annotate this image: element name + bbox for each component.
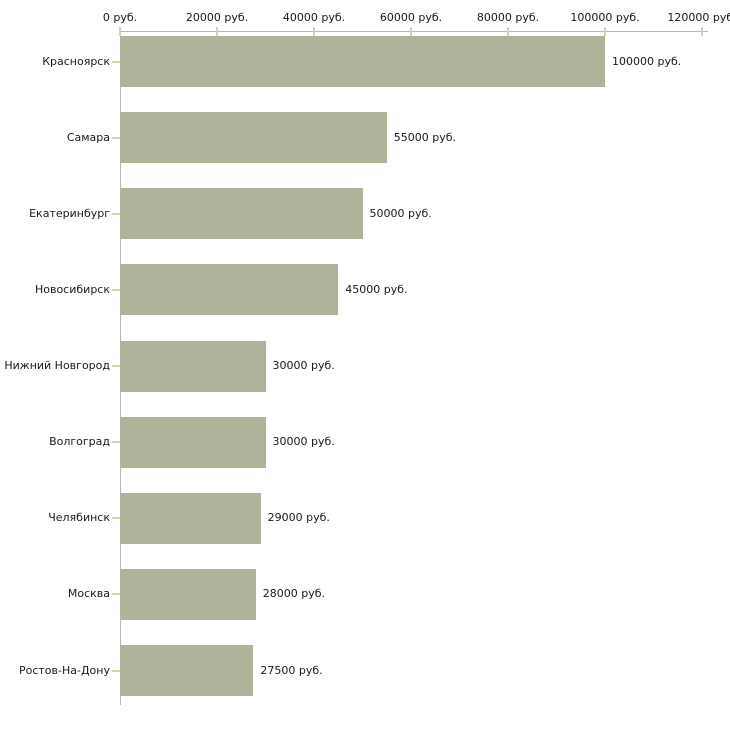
x-axis-tick-label: 100000 руб. [570,11,640,24]
x-tick-mark [119,27,121,36]
value-label: 100000 руб. [612,54,682,68]
bar [120,492,261,544]
x-axis-tick-label: 40000 руб. [282,11,346,24]
y-tick-mark [112,212,120,215]
value-label: 55000 руб. [393,130,457,144]
x-axis-tick-label: 0 руб. [102,11,138,24]
category-label: Москва [67,587,110,601]
x-tick-mark [701,27,703,36]
value-label: 30000 руб. [272,435,335,449]
y-tick-mark [112,517,120,520]
bar [120,645,254,696]
value-label: 28000 руб. [262,587,326,601]
bar [120,568,256,620]
category-label: Самара [66,130,110,144]
x-tick-mark [216,27,218,36]
value-label: 45000 руб. [345,282,408,296]
x-axis-tick-label: 20000 руб. [185,11,249,24]
bar [120,340,266,392]
y-tick-mark [112,441,120,444]
bar [120,416,266,468]
y-tick-mark [112,365,120,367]
x-tick-mark [604,27,606,36]
y-tick-mark [112,593,120,596]
x-axis-tick-label: 120000 руб. [667,11,730,24]
x-axis-tick-label: 60000 руб. [379,11,443,24]
category-label: Екатеринбург [29,206,110,220]
bar [120,264,339,316]
value-label: 50000 руб. [369,206,432,220]
value-label: 30000 руб. [272,359,335,372]
bar [120,188,363,240]
bar [120,112,387,164]
y-tick-mark [112,669,120,672]
y-tick-mark [112,136,120,139]
x-tick-mark [313,27,315,36]
category-label: Новосибирск [34,282,110,296]
x-axis-tick-label: 80000 руб. [476,11,540,24]
y-tick-mark [112,60,120,63]
bar [120,36,605,87]
x-tick-mark [507,27,509,36]
x-axis-line [120,31,708,32]
y-tick-mark [112,288,120,291]
x-tick-mark [410,27,412,36]
category-label: Красноярск [42,54,110,68]
category-label: Нижний Новгород [4,359,110,372]
value-label: 29000 руб. [267,511,330,525]
category-label: Ростов-На-Дону [18,663,110,677]
value-label: 27500 руб. [260,663,323,677]
category-label: Волгоград [49,435,110,449]
category-label: Челябинск [48,511,110,525]
